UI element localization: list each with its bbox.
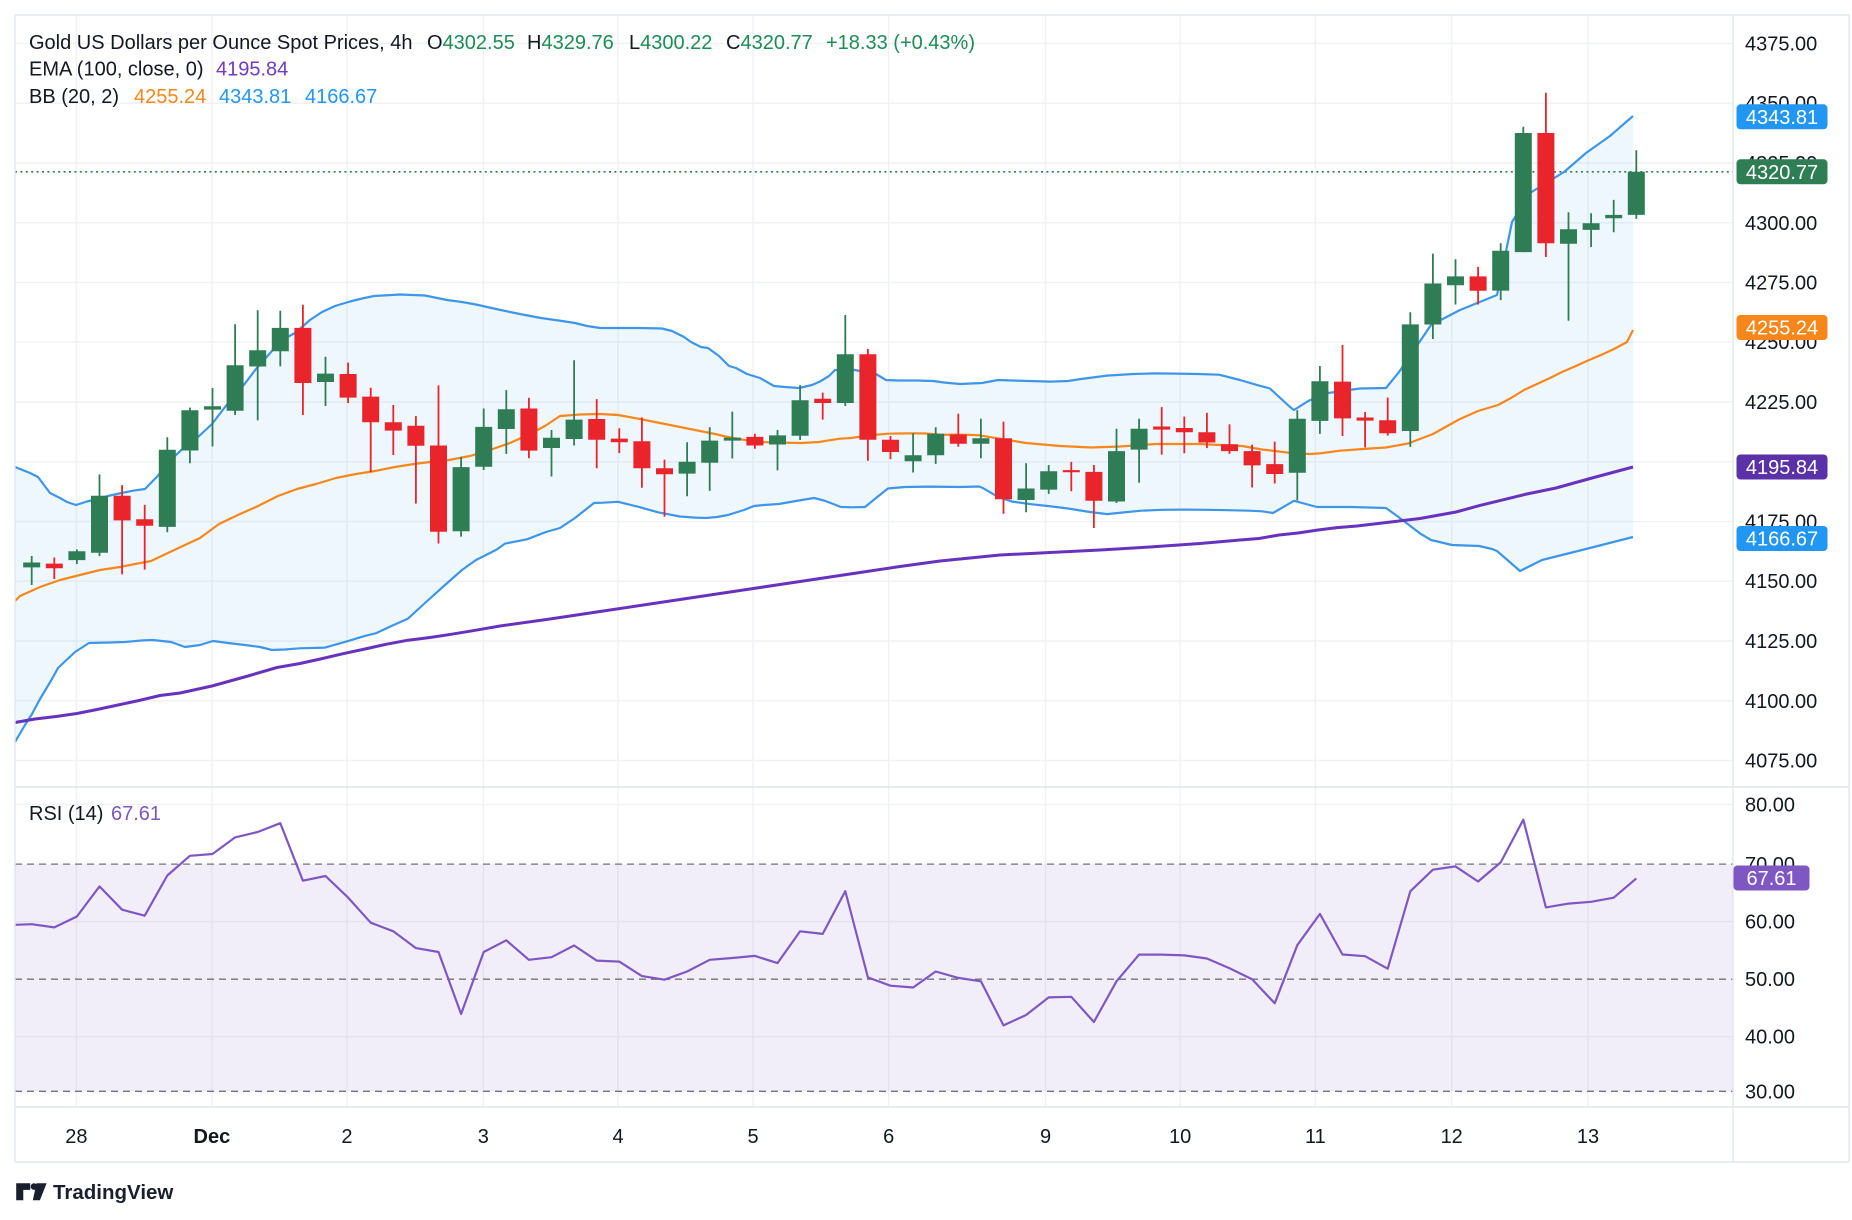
svg-text:28: 28 — [65, 1126, 87, 1148]
svg-text:Dec: Dec — [194, 1126, 231, 1148]
svg-text:9: 9 — [1040, 1126, 1051, 1148]
svg-text:4125.00: 4125.00 — [1745, 631, 1817, 653]
svg-text:4: 4 — [612, 1126, 623, 1148]
svg-text:4195.84: 4195.84 — [1746, 457, 1818, 479]
svg-text:4225.00: 4225.00 — [1745, 392, 1817, 414]
svg-text:TradingView: TradingView — [53, 1181, 173, 1204]
svg-text:40.00: 40.00 — [1745, 1027, 1795, 1049]
svg-text:+18.33 (+0.43%): +18.33 (+0.43%) — [826, 32, 975, 54]
svg-text:O4302.55: O4302.55 — [427, 32, 515, 54]
svg-text:60.00: 60.00 — [1745, 912, 1795, 934]
svg-text:4343.81: 4343.81 — [1746, 107, 1818, 129]
svg-text:4166.67: 4166.67 — [1746, 529, 1818, 551]
svg-text:10: 10 — [1169, 1126, 1191, 1148]
svg-text:4300.00: 4300.00 — [1745, 213, 1817, 235]
svg-text:4075.00: 4075.00 — [1745, 751, 1817, 773]
svg-text:6: 6 — [883, 1126, 894, 1148]
svg-text:4150.00: 4150.00 — [1745, 571, 1817, 593]
svg-text:3: 3 — [478, 1126, 489, 1148]
svg-text:5: 5 — [747, 1126, 758, 1148]
svg-text:4375.00: 4375.00 — [1745, 34, 1817, 56]
svg-text:80.00: 80.00 — [1745, 794, 1795, 816]
svg-text:C4320.77: C4320.77 — [726, 32, 813, 54]
svg-text:67.61: 67.61 — [1746, 868, 1796, 890]
svg-text:4100.00: 4100.00 — [1745, 691, 1817, 713]
svg-text:Gold US Dollars per Ounce Spot: Gold US Dollars per Ounce Spot Prices, 4… — [29, 32, 413, 54]
svg-text:L4300.22: L4300.22 — [629, 32, 712, 54]
svg-text:EMA (100, close, 0) 4195.84: EMA (100, close, 0) 4195.84 — [29, 59, 288, 81]
svg-text:11: 11 — [1305, 1126, 1326, 1148]
svg-text:4275.00: 4275.00 — [1745, 273, 1817, 295]
svg-text:2: 2 — [341, 1126, 352, 1148]
svg-text:RSI (14) 67.61: RSI (14) 67.61 — [29, 803, 161, 825]
svg-text:13: 13 — [1577, 1126, 1599, 1148]
svg-text:4255.24: 4255.24 — [1746, 318, 1818, 340]
svg-text:30.00: 30.00 — [1745, 1081, 1795, 1103]
svg-text:50.00: 50.00 — [1745, 969, 1795, 991]
svg-text:12: 12 — [1441, 1126, 1463, 1148]
svg-text:H4329.76: H4329.76 — [527, 32, 614, 54]
svg-text:4320.77: 4320.77 — [1746, 162, 1818, 184]
